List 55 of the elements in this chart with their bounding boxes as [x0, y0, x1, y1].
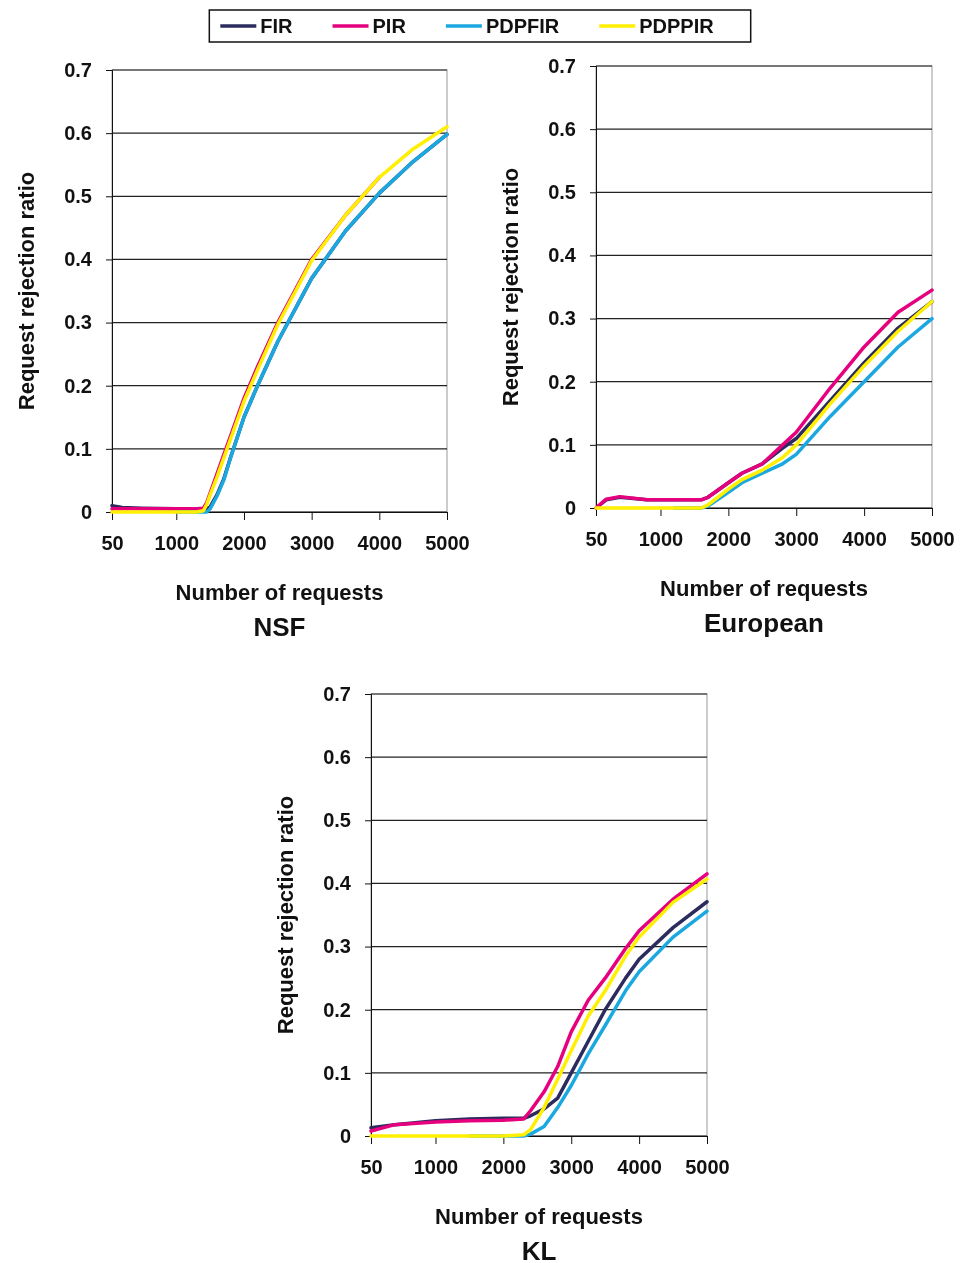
x-tick-label: 1000: [154, 532, 200, 555]
x-axis-title: Number of requests: [660, 576, 868, 601]
y-tick-label: 0.2: [64, 374, 92, 397]
y-tick-label: 0: [339, 1124, 351, 1147]
y-tick-label: 0.1: [323, 1061, 351, 1084]
y-axis-title: Request rejection ratio: [14, 171, 39, 411]
x-tick-label: 5000: [685, 1156, 730, 1179]
y-tick-label: 0.4: [64, 248, 93, 271]
y-tick-label: 0.7: [548, 54, 576, 77]
x-tick-label: 4000: [842, 528, 887, 551]
y-tick-label: 0.3: [323, 935, 351, 958]
x-axis-title: Number of requests: [435, 1204, 643, 1229]
x-axis-title: Number of requests: [175, 580, 384, 605]
text: NSF: [253, 612, 306, 642]
y-tick-label: 0.7: [323, 682, 351, 705]
y-axis-title: Request rejection ratio: [273, 795, 298, 1035]
x-tick-label: 1000: [638, 528, 684, 551]
x-tick-label: 50: [101, 532, 124, 555]
x-tick-label: 5000: [910, 528, 955, 551]
y-tick-label: 0.6: [64, 122, 92, 145]
x-tick-label: 4000: [617, 1156, 662, 1179]
x-tick-label: 3000: [774, 528, 819, 551]
y-tick-label: 0.3: [548, 307, 576, 330]
x-tick-label: 50: [360, 1156, 383, 1179]
y-tick-label: 0.3: [64, 311, 92, 334]
x-tick-label: 2000: [222, 532, 267, 555]
x-tick-label: 3000: [289, 532, 335, 555]
y-tick-label: 0.5: [64, 185, 92, 208]
y-tick-label: 0.2: [548, 370, 576, 393]
x-tick-label: 2000: [481, 1156, 527, 1179]
y-tick-label: 0: [80, 500, 92, 523]
y-tick-label: 0.5: [548, 181, 576, 204]
y-tick-label: 0.5: [323, 809, 351, 832]
text: KL: [521, 1236, 557, 1263]
x-tick-label: 1000: [413, 1156, 459, 1179]
y-tick-label: 0.1: [64, 437, 92, 460]
text: European: [704, 608, 824, 638]
y-tick-label: 0.6: [323, 746, 351, 769]
y-tick-label: 0.1: [548, 433, 576, 456]
y-tick-label: 0.7: [64, 58, 92, 81]
x-tick-label: 2000: [706, 528, 752, 551]
y-tick-label: 0: [564, 496, 576, 519]
legend-label: PIR: [372, 15, 407, 37]
x-tick-label: 3000: [549, 1156, 594, 1179]
legend-label: FIR: [260, 15, 294, 37]
x-tick-label: 4000: [357, 532, 403, 555]
y-tick-label: 0.4: [323, 872, 352, 895]
y-tick-label: 0.2: [323, 998, 351, 1021]
y-tick-label: 0.6: [548, 118, 576, 141]
y-tick-label: 0.4: [548, 244, 577, 267]
x-tick-label: 50: [585, 528, 608, 551]
y-axis-title: Request rejection ratio: [498, 167, 523, 407]
legend-label: PDPFIR: [485, 15, 560, 37]
legend-label: PDPPIR: [639, 15, 715, 37]
x-tick-label: 5000: [425, 532, 470, 555]
